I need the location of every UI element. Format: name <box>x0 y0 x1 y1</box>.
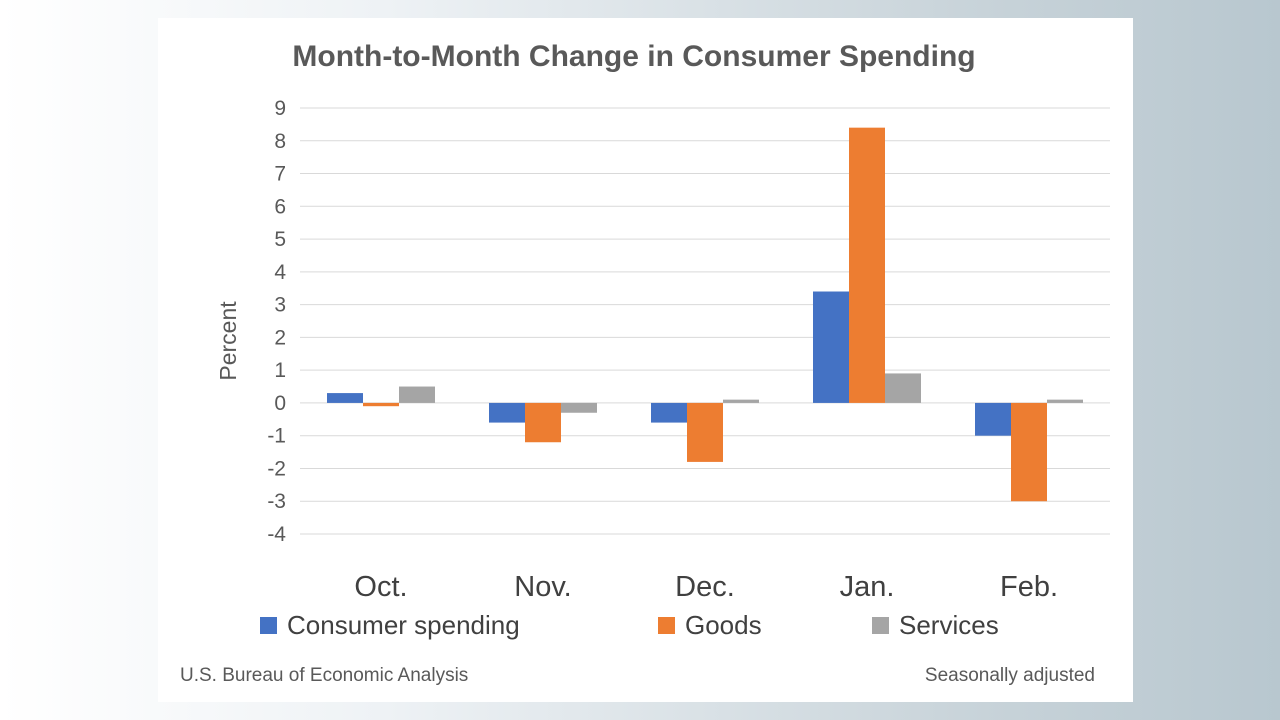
bar-consumer-spending-oct <box>327 393 363 403</box>
y-tick-label: 8 <box>274 130 286 153</box>
bar-consumer-spending-nov <box>489 402 525 423</box>
category-label: Jan. <box>840 571 895 603</box>
bar-consumer-spending-dec <box>651 402 687 423</box>
legend: Consumer spending Goods Services <box>260 610 999 640</box>
bar-services-dec <box>723 399 759 403</box>
legend-label: Services <box>899 610 999 640</box>
bar-goods-jan <box>849 127 885 403</box>
bar-consumer-spending-feb <box>975 402 1011 436</box>
y-tick-label: 1 <box>274 359 286 382</box>
y-tick-label: -1 <box>267 425 286 448</box>
y-tick-label: 0 <box>274 392 286 415</box>
bar-goods-nov <box>525 402 561 443</box>
y-tick-label: 5 <box>274 228 286 251</box>
gridlines <box>300 107 1110 535</box>
y-tick-label: 7 <box>274 163 286 186</box>
legend-label: Consumer spending <box>287 610 520 640</box>
legend-swatch-services <box>872 617 889 634</box>
category-label: Feb. <box>1000 571 1058 603</box>
y-axis-label: Percent <box>215 301 241 381</box>
legend-swatch-goods <box>658 617 675 634</box>
chart-card: Month-to-Month Change in Consumer Spendi… <box>158 18 1133 702</box>
bar-chart: Month-to-Month Change in Consumer Spendi… <box>180 40 1110 686</box>
bars <box>327 127 1083 502</box>
bar-services-nov <box>561 402 597 413</box>
y-tick-labels: 9 8 7 6 5 4 3 2 1 0 -1 -2 -3 -4 <box>267 97 286 546</box>
legend-label: Goods <box>685 610 762 640</box>
source-note: U.S. Bureau of Economic Analysis <box>180 665 468 686</box>
y-tick-label: 6 <box>274 195 286 218</box>
category-label: Nov. <box>514 571 571 603</box>
bar-goods-oct <box>363 402 399 407</box>
bar-services-feb <box>1047 399 1083 403</box>
y-tick-label: -3 <box>267 490 286 513</box>
y-tick-label: 3 <box>274 294 286 317</box>
bar-goods-feb <box>1011 402 1047 502</box>
bar-services-oct <box>399 386 435 403</box>
legend-swatch-consumer-spending <box>260 617 277 634</box>
category-label: Oct. <box>354 571 407 603</box>
bar-consumer-spending-jan <box>813 291 849 403</box>
bar-services-jan <box>885 373 921 403</box>
y-tick-label: -4 <box>267 523 286 546</box>
adjustment-note: Seasonally adjusted <box>925 665 1095 686</box>
category-label: Dec. <box>675 571 735 603</box>
y-tick-label: -2 <box>267 457 286 480</box>
y-tick-label: 4 <box>274 261 286 284</box>
category-labels: Oct. Nov. Dec. Jan. Feb. <box>354 571 1058 603</box>
chart-title: Month-to-Month Change in Consumer Spendi… <box>292 40 975 73</box>
bar-goods-dec <box>687 402 723 462</box>
y-tick-label: 2 <box>274 326 286 349</box>
y-tick-label: 9 <box>274 97 286 120</box>
